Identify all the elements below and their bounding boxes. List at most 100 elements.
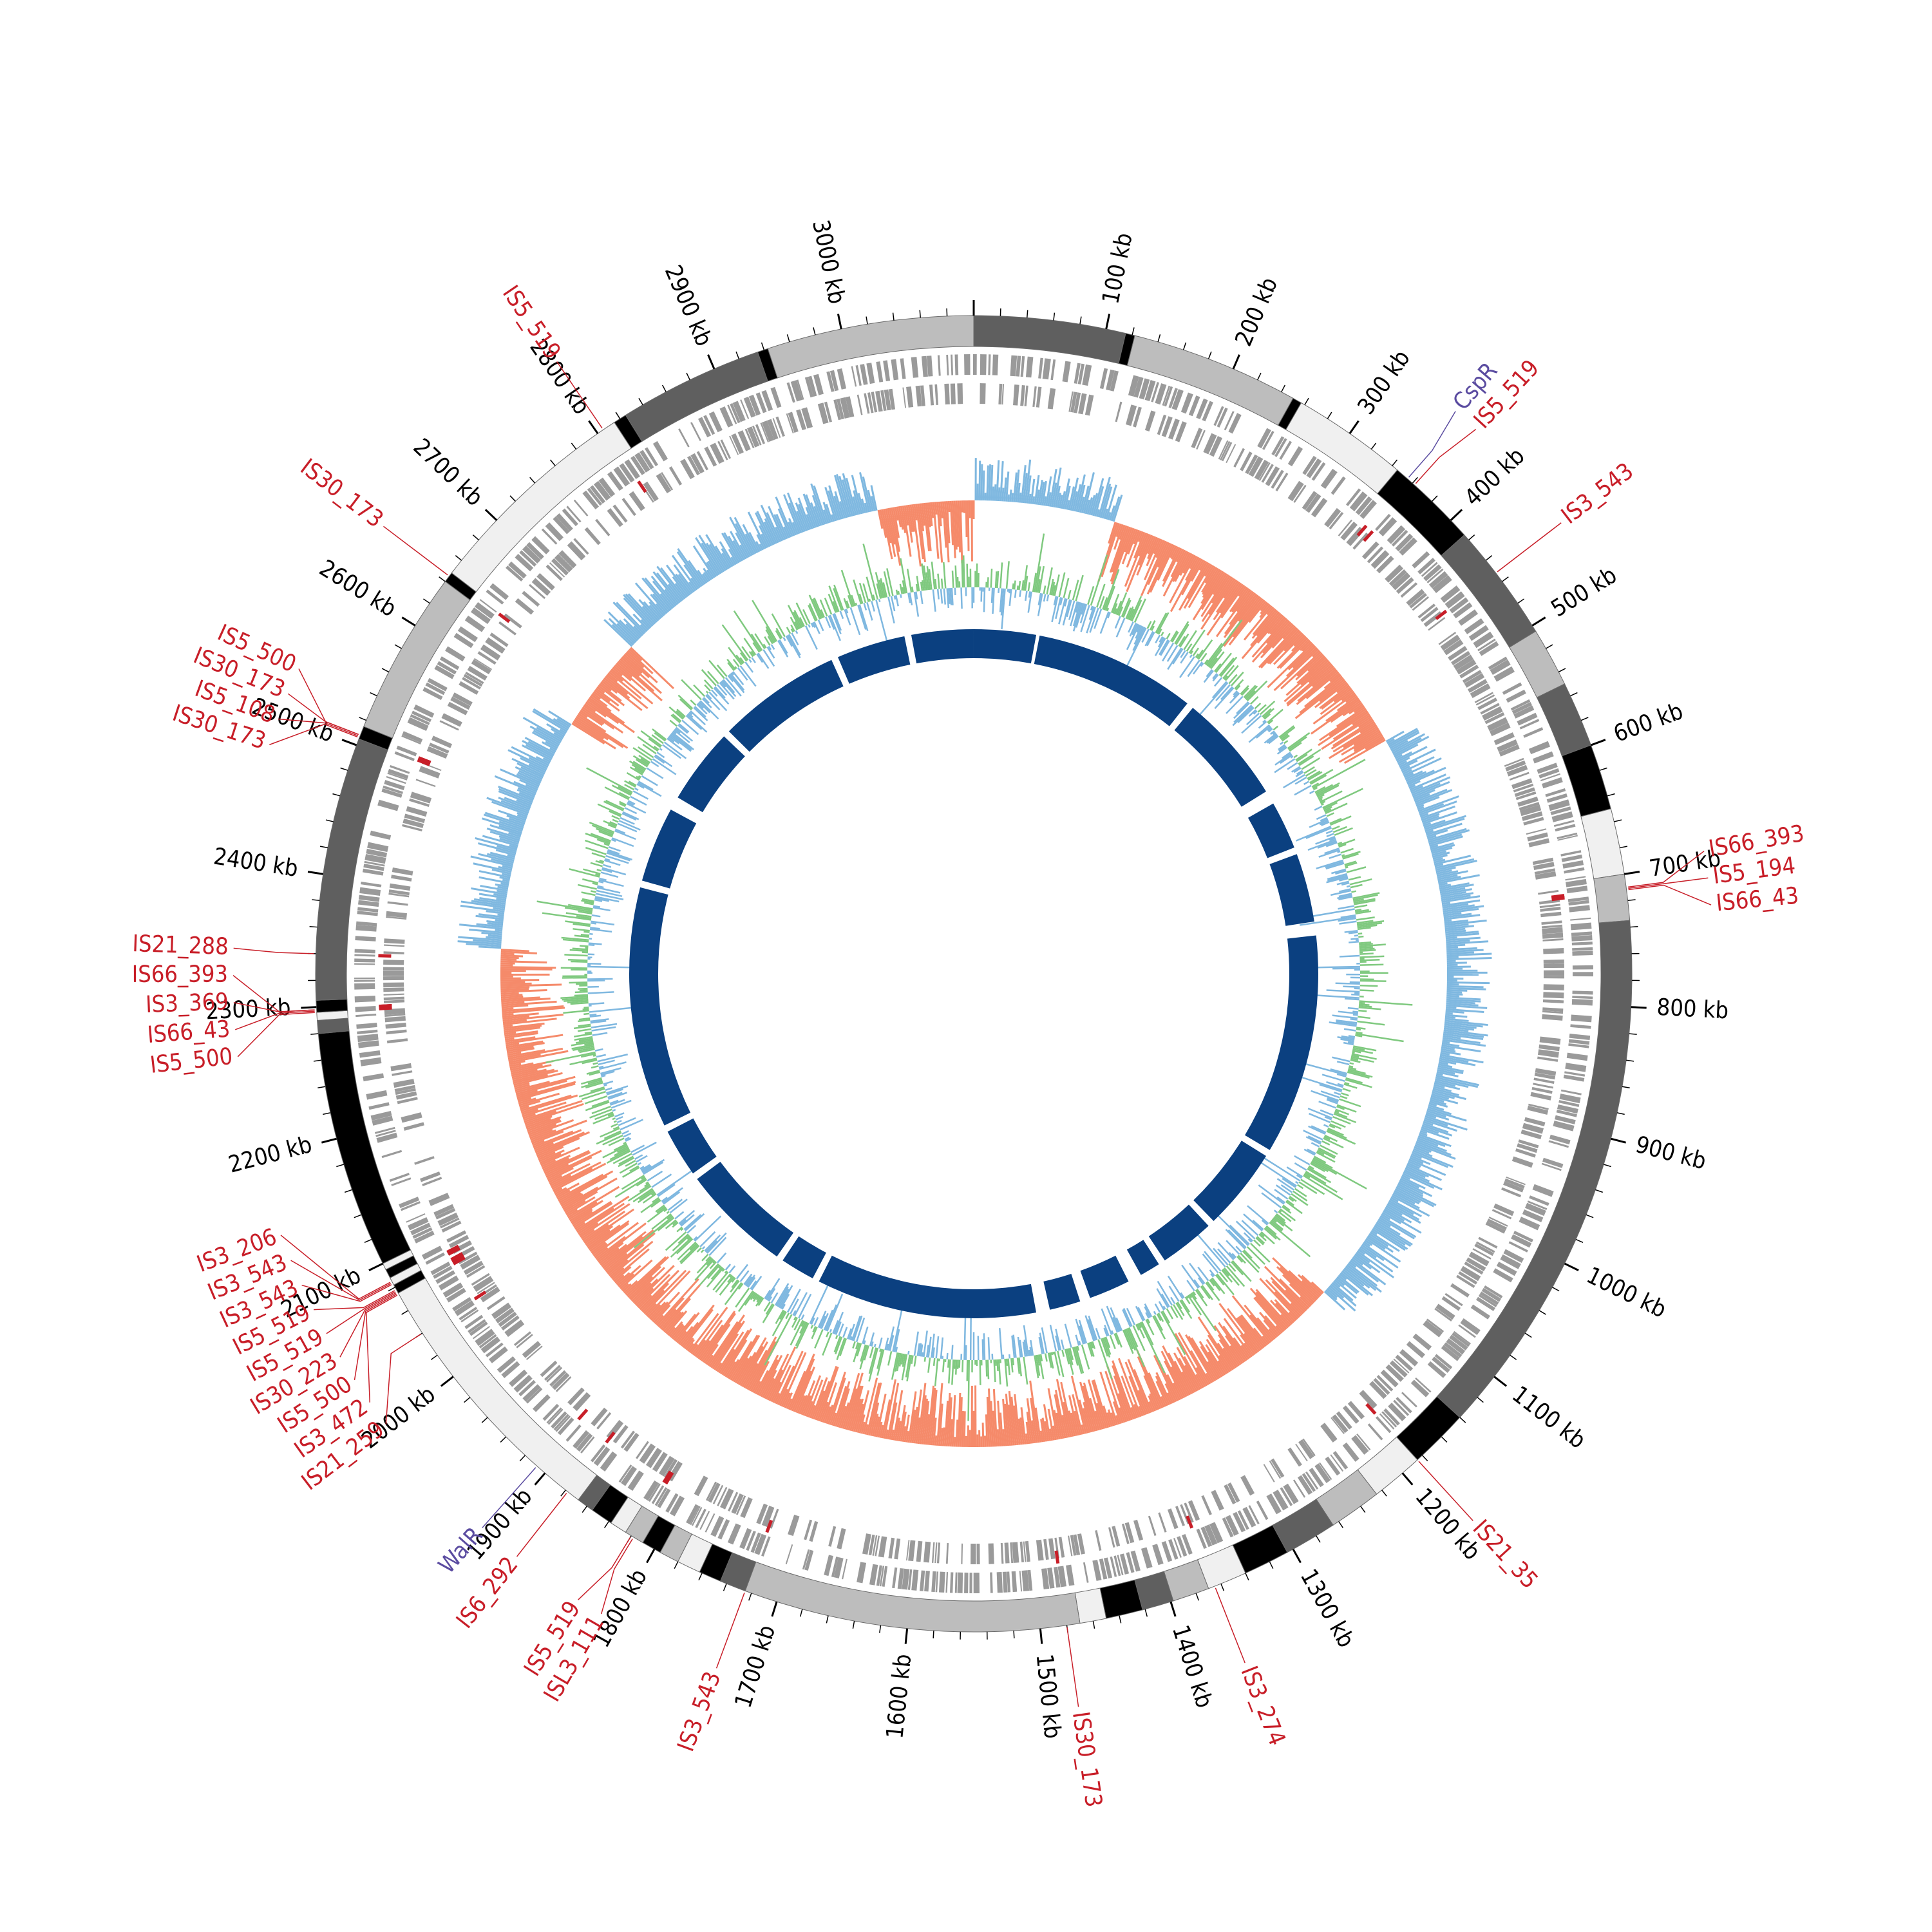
gc-skew-bar bbox=[701, 1312, 736, 1362]
gc-content-bar bbox=[1274, 1215, 1293, 1232]
gc-skew-bar bbox=[1419, 1130, 1428, 1135]
gc-content-bar bbox=[1311, 1090, 1340, 1102]
minor-tick bbox=[1245, 1573, 1249, 1581]
gc-content-bar bbox=[598, 830, 613, 838]
gc-skew-bar bbox=[584, 703, 596, 713]
gc-content-bar bbox=[1144, 1306, 1151, 1318]
gc-skew-bar bbox=[1197, 1316, 1234, 1370]
gc-content-bar bbox=[855, 1342, 859, 1350]
gc-content-bar bbox=[1180, 1299, 1190, 1312]
gc-skew-bar bbox=[1282, 625, 1296, 639]
gc-skew-bar bbox=[1072, 491, 1078, 511]
cds-bar bbox=[1566, 878, 1587, 887]
gc-content-bar bbox=[1296, 753, 1308, 762]
gc-content-bar bbox=[642, 1193, 657, 1204]
gc-content-bar bbox=[1259, 700, 1276, 715]
cds-bar bbox=[665, 1493, 679, 1513]
gc-skew-bar bbox=[655, 603, 667, 616]
gc-content-bar bbox=[1104, 1336, 1111, 1349]
gc-content-bar bbox=[756, 653, 764, 663]
gc-skew-bar bbox=[724, 1361, 736, 1378]
gc-skew-bar bbox=[1359, 1247, 1394, 1273]
cds-bar bbox=[828, 1526, 837, 1547]
gc-skew-bar bbox=[596, 1222, 647, 1262]
gc-content-bar bbox=[767, 636, 773, 645]
gc-skew-bar bbox=[668, 1321, 683, 1338]
gc-skew-bar bbox=[701, 542, 722, 574]
gc-skew-bar bbox=[1276, 1265, 1315, 1303]
gc-content-bar bbox=[1122, 600, 1132, 618]
gc-content-bar bbox=[588, 942, 602, 945]
gc-skew-bar bbox=[1387, 1203, 1421, 1224]
cds-bar bbox=[409, 798, 430, 807]
gc-skew-bar bbox=[1417, 1135, 1446, 1148]
cds-bar bbox=[957, 1572, 963, 1593]
cds-bar bbox=[580, 1436, 595, 1454]
gc-content-bar bbox=[1358, 1006, 1381, 1010]
gc-content-bar bbox=[848, 1323, 855, 1340]
gc-skew-bar bbox=[672, 576, 689, 598]
gc-content-bar bbox=[1282, 1206, 1292, 1214]
gc-skew-bar bbox=[947, 1397, 952, 1447]
gc-skew-bar bbox=[1426, 829, 1448, 838]
gc-content-bar bbox=[1122, 1329, 1134, 1354]
gc-content-bar bbox=[1013, 580, 1016, 590]
scale-label: 1400 kb bbox=[1167, 1622, 1218, 1711]
cds-bar bbox=[498, 621, 516, 636]
gc-content-bar bbox=[716, 664, 728, 677]
gc-content-bar bbox=[1350, 884, 1363, 889]
cds-bar bbox=[1550, 806, 1571, 815]
gc-skew-bar bbox=[1045, 476, 1052, 506]
minor-tick bbox=[1422, 1455, 1428, 1462]
gc-content-bar bbox=[795, 630, 799, 634]
gc-content-bar bbox=[744, 661, 754, 673]
cds-bar bbox=[366, 1090, 388, 1100]
gc-content-bar bbox=[1266, 734, 1278, 744]
cds-bar bbox=[1514, 787, 1535, 797]
gc-content-bar bbox=[1324, 808, 1332, 813]
gc-content-bar bbox=[693, 706, 708, 721]
gc-skew-bar bbox=[957, 500, 961, 553]
gc-content-bar bbox=[600, 1070, 615, 1076]
gc-content-bar bbox=[600, 871, 619, 878]
gc-skew-bar bbox=[1256, 614, 1283, 644]
gc-skew-bar bbox=[500, 882, 509, 886]
gc-skew-bar bbox=[867, 489, 874, 512]
gc-skew-bar bbox=[1396, 1186, 1435, 1208]
cds-bar bbox=[1569, 1033, 1591, 1041]
gc-content-bar bbox=[1131, 600, 1142, 622]
cds-bar bbox=[360, 1057, 382, 1066]
minor-tick bbox=[1599, 767, 1607, 771]
gc-skew-bar bbox=[575, 1195, 630, 1232]
gc-skew-bar bbox=[673, 564, 695, 593]
cds-bar bbox=[1504, 1178, 1525, 1189]
cds-bar bbox=[1224, 1484, 1236, 1505]
gc-skew-bar bbox=[1110, 1412, 1117, 1426]
gc-skew-bar bbox=[631, 1282, 652, 1302]
gc-skew-bar bbox=[475, 914, 504, 920]
cds-bar bbox=[402, 824, 422, 831]
gc-skew-bar bbox=[607, 672, 618, 683]
gc-skew-bar bbox=[698, 535, 724, 573]
gc-content-bar bbox=[1078, 1320, 1088, 1344]
gc-content-bar bbox=[681, 719, 699, 735]
gc-content-bar bbox=[1197, 1277, 1204, 1285]
minor-tick bbox=[892, 312, 895, 321]
gc-skew-bar bbox=[1117, 1358, 1142, 1417]
gc-content-bar bbox=[871, 1341, 874, 1347]
gc-skew-bar bbox=[515, 1079, 567, 1095]
gc-content-bar bbox=[1262, 708, 1272, 717]
gc-skew-bar bbox=[887, 507, 896, 545]
gc-content-bar bbox=[564, 954, 588, 957]
gc-skew-bar bbox=[1185, 556, 1200, 581]
gc-content-bar bbox=[1327, 1097, 1339, 1103]
cds-bar bbox=[1417, 603, 1436, 619]
gc-skew-bar bbox=[869, 1402, 880, 1436]
gc-content-bar bbox=[1224, 665, 1239, 681]
gc-content-bar bbox=[1094, 609, 1103, 629]
gc-content-bar bbox=[775, 1309, 784, 1324]
gc-skew-bar bbox=[1213, 1325, 1242, 1365]
cds-bar bbox=[489, 583, 509, 600]
gc-skew-bar bbox=[558, 1175, 608, 1204]
cds-bar bbox=[355, 1014, 377, 1018]
